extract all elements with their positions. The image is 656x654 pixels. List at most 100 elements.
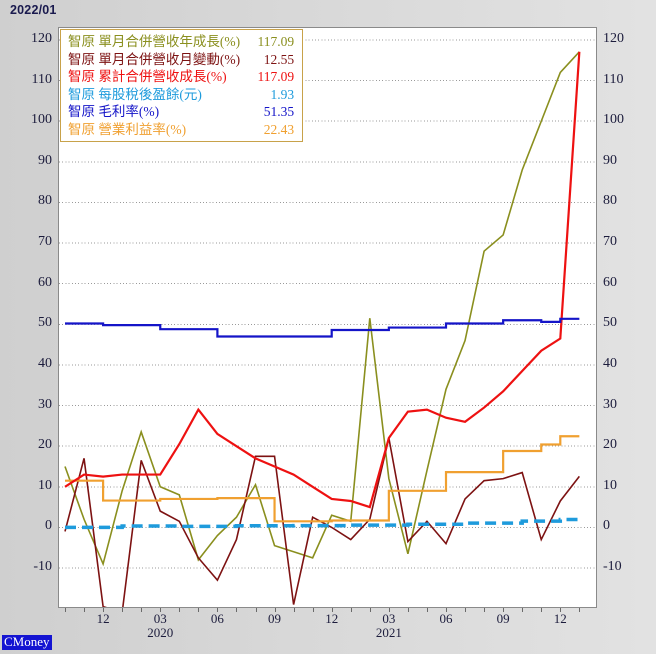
y-axis-tick-left: 100: [31, 112, 52, 128]
legend-table: 智原 單月合併營收年成長(%) 117.09 智原 單月合併營收月變動(%) 12.5…: [66, 33, 296, 138]
y-axis-tick-left: 40: [38, 355, 52, 371]
legend-value: 12.55: [263, 51, 295, 67]
legend-label: 智原 單月合併營收月變動(%): [68, 51, 241, 67]
y-axis-tick-right: 0: [603, 518, 610, 534]
x-axis-tick-mark: [84, 608, 86, 612]
x-axis-tick-month: 12: [553, 611, 567, 626]
x-axis-tick-mark: [331, 608, 333, 612]
x-axis-tick-mark: [350, 608, 352, 612]
x-axis-tick-mark: [388, 608, 390, 612]
x-axis-tick-mark: [503, 608, 505, 612]
y-axis-tick-right: 100: [603, 112, 624, 128]
y-axis-tick-right: 50: [603, 315, 617, 331]
y-axis-tick-left: 0: [45, 518, 52, 534]
x-axis-tick-month: 12: [325, 611, 339, 626]
x-axis-tick-mark: [198, 608, 200, 612]
x-axis-tick: 12: [540, 612, 580, 626]
legend-row: 智原 累計合併營收成長(%) 117.09: [66, 68, 296, 86]
x-axis-tick: 03 2021: [369, 612, 409, 639]
y-axis-tick-right: 110: [603, 71, 624, 87]
legend-value: 1.93: [270, 86, 295, 102]
x-axis-tick-mark: [369, 608, 371, 612]
y-axis-tick-left: 90: [38, 152, 52, 168]
x-axis-tick-month: 06: [439, 611, 453, 626]
chart-legend: 智原 單月合併營收年成長(%) 117.09 智原 單月合併營收月變動(%) 12.5…: [60, 29, 304, 143]
legend-value: 117.09: [257, 69, 295, 85]
x-axis-tick-mark: [465, 608, 467, 612]
x-axis-tick-mark: [579, 608, 581, 612]
chart-canvas: [59, 39, 596, 607]
legend-label: 智原 營業利益率(%): [68, 121, 187, 137]
series-line-yoy: [64, 51, 580, 567]
y-axis-tick-left: 110: [31, 71, 52, 87]
y-axis-tick-left: 30: [38, 396, 52, 412]
x-axis-tick-mark: [522, 608, 524, 612]
y-axis-tick-left: 20: [38, 437, 52, 453]
y-axis-tick-left: 10: [38, 477, 52, 493]
y-axis-tick-right: -10: [603, 559, 622, 574]
x-axis-tick-mark: [426, 608, 428, 612]
x-axis-tick-mark: [160, 608, 162, 612]
legend-row: 智原 營業利益率(%) 22.43: [66, 121, 296, 139]
y-axis-tick-right: 20: [603, 437, 617, 453]
x-axis-tick-month: 03: [382, 611, 396, 626]
x-axis-tick: 06: [426, 612, 466, 626]
y-axis-tick-left: 80: [38, 193, 52, 209]
x-axis-tick: 06: [197, 612, 237, 626]
series-line-opm: [65, 435, 580, 523]
x-axis-tick-month: 06: [210, 611, 224, 626]
x-axis-tick: 12: [312, 612, 352, 626]
x-axis-tick-mark: [407, 608, 409, 612]
y-axis-tick-right: 90: [603, 152, 617, 168]
watermark-cmoney: CMoney: [2, 634, 52, 650]
y-axis-tick-left: 120: [31, 31, 52, 46]
x-axis-tick-mark: [293, 608, 295, 612]
x-axis-tick-month: 09: [496, 611, 510, 626]
legend-row: 智原 毛利率(%) 51.35: [66, 103, 296, 121]
series-line-eps: [65, 517, 580, 530]
x-axis-tick-month: 09: [268, 611, 282, 626]
x-axis-tick-mark: [103, 608, 105, 612]
x-axis-tick-month: 12: [96, 611, 110, 626]
legend-label: 智原 累計合併營收成長(%): [68, 69, 227, 85]
x-axis-tick-mark: [484, 608, 486, 612]
legend-label: 智原 毛利率(%): [68, 104, 160, 120]
y-axis-tick-left: 50: [38, 315, 52, 331]
legend-row: 智原 每股稅後盈餘(元) 1.93: [66, 86, 296, 104]
x-axis-tick-mark: [122, 608, 124, 612]
series-line-cum: [64, 51, 581, 509]
x-axis-tick-year: 2021: [375, 624, 402, 640]
y-axis-tick-right: 10: [603, 477, 617, 493]
x-axis-tick-mark: [141, 608, 143, 612]
series-line-gm: [65, 317, 580, 338]
x-axis-tick: 09: [483, 612, 523, 626]
y-axis-tick-right: 30: [603, 396, 617, 412]
legend-row: 智原 單月合併營收月變動(%) 12.55: [66, 51, 296, 69]
x-axis-tick-mark: [236, 608, 238, 612]
y-axis-tick-left: 70: [38, 234, 52, 250]
x-axis-tick-mark: [312, 608, 314, 612]
x-axis-tick-mark: [446, 608, 447, 612]
legend-value: 51.35: [263, 104, 295, 120]
x-axis-tick: 12: [83, 612, 123, 626]
x-axis-tick-year: 2020: [147, 624, 174, 640]
y-axis-tick-left: 60: [38, 274, 52, 290]
y-axis-tick-right: 80: [603, 193, 617, 209]
date-label: 2022/01: [10, 3, 57, 17]
x-axis-tick-mark: [65, 608, 66, 612]
x-axis-tick-mark: [274, 608, 276, 612]
y-axis-tick-left: -10: [33, 559, 52, 574]
legend-value: 117.09: [257, 34, 295, 49]
y-axis-tick-right: 40: [603, 355, 617, 371]
legend-label: 智原 每股稅後盈餘(元): [68, 86, 202, 102]
y-axis-tick-right: 60: [603, 274, 617, 290]
x-axis-tick-mark: [541, 608, 543, 612]
x-axis-tick-mark: [255, 608, 257, 612]
y-axis-tick-right: 120: [603, 31, 624, 46]
x-axis-tick: 09: [255, 612, 295, 626]
legend-value: 22.43: [263, 121, 295, 137]
y-axis-tick-right: 70: [603, 234, 617, 250]
legend-row: 智原 單月合併營收年成長(%) 117.09: [66, 33, 296, 51]
x-axis-tick-month: 03: [153, 611, 167, 626]
